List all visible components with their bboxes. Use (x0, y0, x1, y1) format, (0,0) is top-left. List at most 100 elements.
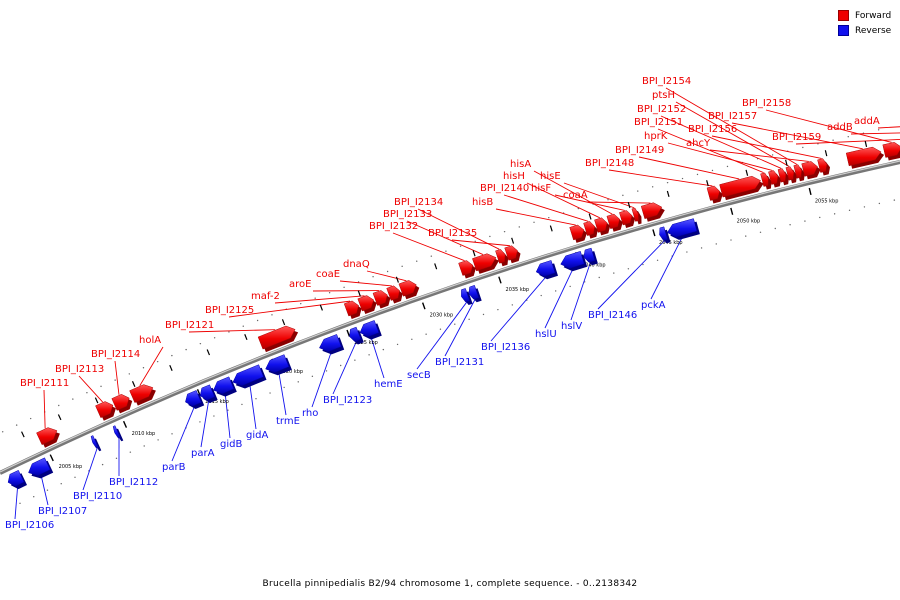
gene-gidb[interactable] (213, 376, 235, 394)
gene-bpi-i2106[interactable] (7, 469, 25, 487)
gene-bpi-i2107[interactable] (28, 457, 51, 476)
gene-bpi-i2146[interactable] (659, 226, 668, 241)
gene-aroe[interactable] (372, 290, 388, 306)
label-ahcy[interactable]: ahcY (686, 138, 711, 149)
gene-pcka[interactable] (666, 218, 698, 238)
label-bpi-i2121[interactable]: BPI_I2121 (165, 320, 214, 331)
label-hslv[interactable]: hslV (561, 321, 582, 332)
label-bpi-i2123[interactable]: BPI_I2123 (323, 395, 372, 406)
gene-bpi-i2110[interactable] (90, 435, 99, 449)
gene-bpi-i2135[interactable] (504, 245, 518, 261)
label-secb[interactable]: secB (407, 370, 431, 381)
label-maf-2[interactable]: maf-2 (251, 291, 280, 302)
label-bpi-i2113[interactable]: BPI_I2113 (55, 364, 104, 375)
gene-dnaq[interactable] (398, 280, 417, 297)
gene-bpi-i2132[interactable] (458, 260, 474, 276)
gene-bpi-i2140[interactable] (583, 221, 596, 236)
label-bpi-i2148[interactable]: BPI_I2148 (585, 158, 634, 169)
gene-bpi-i2113[interactable] (95, 401, 114, 419)
label-bpi-i2111[interactable]: BPI_I2111 (20, 378, 69, 389)
label-addb[interactable]: addB (827, 122, 853, 133)
label-bpi-i2159[interactable]: BPI_I2159 (772, 132, 821, 143)
label-bpi-i2134[interactable]: BPI_I2134 (394, 197, 443, 208)
label-bpi-i2156[interactable]: BPI_I2156 (688, 124, 737, 135)
label-aroe[interactable]: aroE (289, 279, 311, 290)
gene-bpi-i2156[interactable] (817, 158, 828, 173)
gene-trme[interactable] (265, 354, 290, 373)
label-bpi-i2133[interactable]: BPI_I2133 (383, 209, 432, 220)
label-hish[interactable]: hisH (503, 171, 525, 182)
label-bpi-i2114[interactable]: BPI_I2114 (91, 349, 140, 360)
label-bpi-i2107[interactable]: BPI_I2107 (38, 506, 87, 517)
gene-hish[interactable] (594, 217, 608, 233)
label-bpi-i2125[interactable]: BPI_I2125 (205, 305, 254, 316)
gene-hisb[interactable] (569, 224, 585, 241)
gene-bpi-i2154[interactable] (793, 164, 802, 179)
gene-hise[interactable] (631, 207, 639, 222)
label-bpi-i2131[interactable]: BPI_I2131 (435, 357, 484, 368)
label-bpi-i2140[interactable]: BPI_I2140 (480, 183, 529, 194)
gene-hisa[interactable] (606, 213, 620, 230)
gene-hola[interactable] (129, 384, 154, 403)
label-trme[interactable]: trmE (276, 416, 300, 427)
gene-bpi-i2152[interactable] (777, 168, 787, 183)
gene-bpi-i2151[interactable] (760, 172, 769, 187)
label-parb[interactable]: parB (162, 462, 186, 473)
gene-bpi-i2158[interactable] (882, 142, 900, 158)
gene-bpi-i2125[interactable] (343, 300, 359, 317)
gene-hisf[interactable] (619, 210, 633, 226)
label-bpi-i2154[interactable]: BPI_I2154 (642, 76, 691, 87)
label-ptsh[interactable]: ptsH (652, 90, 675, 101)
gene-secb[interactable] (461, 288, 470, 303)
label-pcka[interactable]: pckA (641, 300, 666, 311)
gene-bpi-i2133[interactable] (472, 253, 497, 272)
gene-ptsh[interactable] (785, 166, 795, 181)
label-bpi-i2146[interactable]: BPI_I2146 (588, 310, 637, 321)
label-dnaq[interactable]: dnaQ (343, 259, 370, 270)
gene-bpi-i2111[interactable] (36, 427, 58, 446)
label-coae[interactable]: coaE (316, 269, 340, 280)
gene-parb[interactable] (185, 390, 202, 407)
gene-bpi-i2157[interactable] (845, 146, 882, 167)
gene-para[interactable] (199, 384, 215, 401)
gene-bpi-i2149[interactable] (719, 175, 761, 198)
gene-heme[interactable] (359, 320, 380, 337)
label-hise[interactable]: hisE (540, 171, 561, 182)
gene-bpi-i2148[interactable] (706, 185, 720, 201)
gene-bpi-i2136[interactable] (535, 260, 556, 277)
label-bpi-i2151[interactable]: BPI_I2151 (634, 117, 683, 128)
gene-hslu[interactable] (560, 250, 585, 269)
label-bpi-i2132[interactable]: BPI_I2132 (369, 221, 418, 232)
gene-hslv[interactable] (583, 247, 596, 263)
label-bpi-i2110[interactable]: BPI_I2110 (73, 491, 122, 502)
gene-bpi-i2131[interactable] (468, 284, 480, 300)
gene-coae[interactable] (386, 285, 400, 301)
label-bpi-i2135[interactable]: BPI_I2135 (428, 228, 477, 239)
gene-rho[interactable] (319, 334, 342, 352)
label-hola[interactable]: holA (139, 335, 161, 346)
label-heme[interactable]: hemE (374, 379, 403, 390)
label-adda[interactable]: addA (854, 116, 880, 127)
label-bpi-i2152[interactable]: BPI_I2152 (637, 104, 686, 115)
label-hprk[interactable]: hprK (644, 131, 668, 142)
label-para[interactable]: parA (191, 448, 215, 459)
gene-bpi-i2112[interactable] (112, 425, 121, 439)
label-gidb[interactable]: gidB (220, 439, 242, 450)
gene-maf-2[interactable] (357, 295, 374, 312)
label-hslu[interactable]: hslU (535, 329, 557, 340)
label-hisb[interactable]: hisB (472, 197, 493, 208)
gene-bpi-i2114[interactable] (111, 394, 130, 411)
label-hisf[interactable]: hisF (531, 183, 551, 194)
label-bpi-i2158[interactable]: BPI_I2158 (742, 98, 791, 109)
label-bpi-i2106[interactable]: BPI_I2106 (5, 520, 54, 531)
label-bpi-i2157[interactable]: BPI_I2157 (708, 111, 757, 122)
label-rho[interactable]: rho (302, 408, 318, 419)
label-hisa[interactable]: hisA (510, 159, 531, 170)
label-gida[interactable]: gidA (246, 430, 268, 441)
gene-hprk[interactable] (768, 170, 779, 185)
label-bpi-i2149[interactable]: BPI_I2149 (615, 145, 664, 156)
gene-gida[interactable] (232, 364, 264, 386)
gene-ahcy[interactable] (801, 161, 818, 177)
label-bpi-i2112[interactable]: BPI_I2112 (109, 477, 158, 488)
gene-bpi-i2121[interactable] (257, 325, 296, 350)
